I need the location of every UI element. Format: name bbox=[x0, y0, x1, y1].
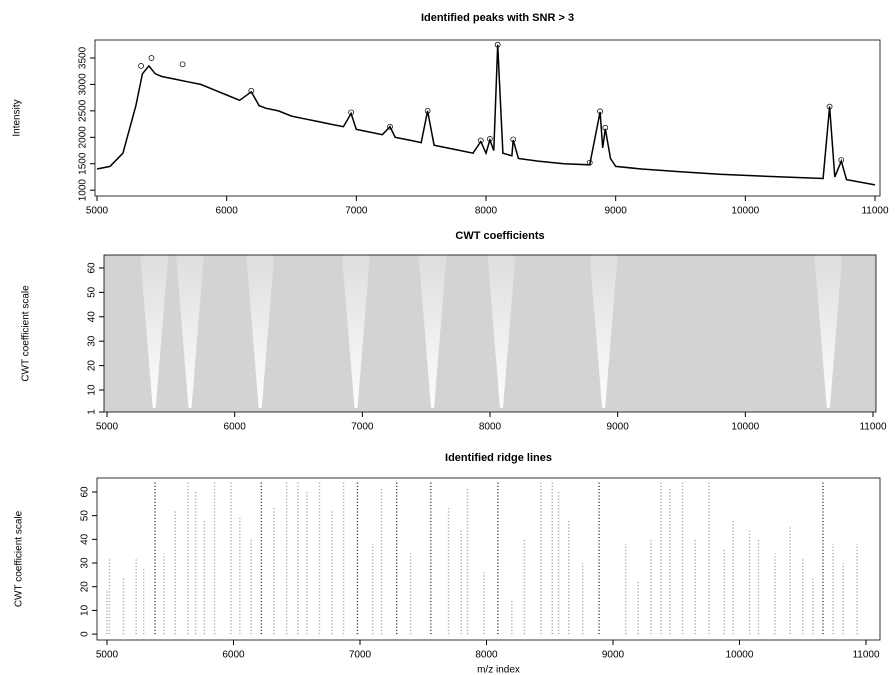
x-tick-label: 9000 bbox=[602, 650, 625, 661]
peak-marker bbox=[179, 61, 186, 68]
y-tick-label: 40 bbox=[87, 311, 98, 323]
y-tick-label: 1 bbox=[87, 409, 98, 415]
peak-marker bbox=[838, 157, 845, 163]
x-tick-label: 11000 bbox=[861, 206, 889, 217]
ridge-cone bbox=[175, 255, 204, 408]
x-tick-label: 5000 bbox=[86, 206, 109, 217]
y-tick-label: 0 bbox=[80, 631, 91, 637]
x-tick-label: 11000 bbox=[852, 650, 880, 661]
ridge-cone bbox=[246, 255, 275, 408]
y-tick-label: 2000 bbox=[78, 126, 89, 149]
peak-marker bbox=[494, 41, 501, 48]
peak-marker bbox=[348, 109, 354, 116]
y-tick-label: 10 bbox=[87, 384, 98, 396]
peak-marker bbox=[597, 108, 603, 115]
y-tick-label: 50 bbox=[80, 510, 91, 522]
y-tick-label: 3500 bbox=[78, 46, 89, 69]
peak-marker bbox=[826, 103, 833, 110]
x-tick-label: 8000 bbox=[479, 422, 502, 433]
ridge-cone bbox=[418, 255, 447, 408]
x-tick-label: 6000 bbox=[216, 206, 239, 217]
peak-marker bbox=[148, 55, 155, 61]
x-tick-label: 11000 bbox=[859, 422, 887, 433]
ridge-cone bbox=[341, 255, 370, 408]
ridge-cone bbox=[487, 255, 516, 408]
y-tick-label: 20 bbox=[87, 360, 98, 372]
x-tick-label: 5000 bbox=[96, 650, 119, 661]
x-tick-label: 8000 bbox=[475, 206, 498, 217]
peak-marker bbox=[248, 87, 255, 94]
x-tick-label: 6000 bbox=[222, 650, 245, 661]
x-tick-label: 5000 bbox=[96, 422, 119, 433]
y-tick-label: 1500 bbox=[78, 152, 89, 175]
peak-marker bbox=[138, 63, 144, 69]
ridge-cone bbox=[589, 255, 618, 408]
y-tick-label: 40 bbox=[80, 533, 91, 545]
y-tick-label: 2500 bbox=[78, 99, 89, 122]
x-tick-label: 7000 bbox=[351, 422, 374, 433]
x-tick-label: 10000 bbox=[731, 206, 759, 217]
x-tick-label: 7000 bbox=[345, 206, 368, 217]
y-tick-label: 60 bbox=[87, 262, 98, 274]
y-tick-label: 60 bbox=[80, 486, 91, 498]
chart-title: Identified peaks with SNR > 3 bbox=[421, 12, 574, 24]
y-tick-label: 50 bbox=[87, 286, 98, 298]
x-tick-label: 9000 bbox=[605, 206, 628, 217]
peak-marker bbox=[477, 137, 484, 144]
plot-frame bbox=[96, 477, 881, 641]
y-axis-label: CWT coefficient scale bbox=[21, 285, 32, 382]
peak-marker bbox=[602, 124, 609, 131]
peak-marker bbox=[510, 136, 517, 143]
peak-marker bbox=[424, 108, 431, 114]
y-axis-label: CWT coefficient scale bbox=[14, 510, 25, 607]
y-axis-label: Intensity bbox=[12, 99, 23, 136]
peak-marker bbox=[487, 136, 493, 142]
x-tick-label: 10000 bbox=[731, 422, 759, 433]
x-tick-label: 8000 bbox=[475, 650, 498, 661]
x-tick-label: 9000 bbox=[607, 422, 630, 433]
peak-marker bbox=[387, 123, 393, 130]
y-tick-label: 1000 bbox=[78, 179, 89, 202]
y-tick-label: 30 bbox=[80, 557, 91, 569]
x-axis-label: m/z index bbox=[477, 665, 520, 675]
y-tick-label: 10 bbox=[80, 604, 91, 616]
chart-title: CWT coefficients bbox=[455, 230, 544, 242]
y-tick-label: 20 bbox=[80, 581, 91, 593]
spectrum-line bbox=[96, 44, 876, 186]
x-tick-label: 10000 bbox=[726, 650, 754, 661]
chart-title: Identified ridge lines bbox=[445, 452, 552, 464]
x-tick-label: 7000 bbox=[349, 650, 372, 661]
x-tick-label: 6000 bbox=[224, 422, 247, 433]
ridge-cone bbox=[140, 255, 169, 408]
y-tick-label: 3000 bbox=[78, 73, 89, 96]
plot-frame bbox=[94, 39, 881, 197]
peak-marker bbox=[586, 159, 593, 166]
ridge-cone bbox=[814, 255, 843, 408]
y-tick-label: 30 bbox=[87, 335, 98, 347]
